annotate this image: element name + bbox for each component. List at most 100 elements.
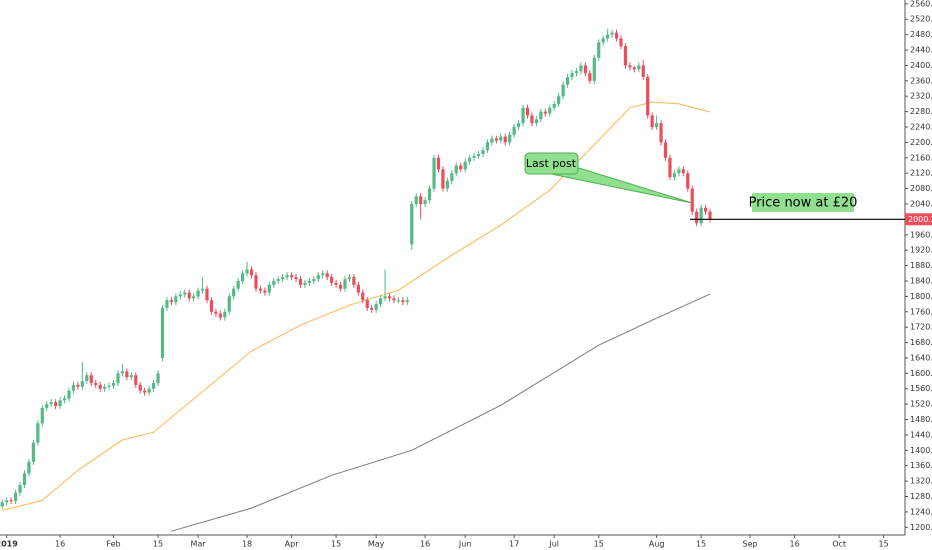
y-tick-label: 1720.0: [910, 323, 932, 332]
annotation: Price now at £20: [749, 196, 858, 211]
y-tick-label: 2560.0: [910, 0, 932, 8]
y-tick-label: 1760.0: [910, 307, 932, 316]
y-tick-label: 1240.0: [910, 507, 932, 516]
candle-body: [31, 442, 35, 462]
x-tick-label: 15: [696, 540, 706, 549]
candle-body: [134, 375, 138, 385]
candle-body: [98, 384, 102, 389]
candle-body: [432, 157, 436, 189]
x-tick-label: Jun: [458, 540, 472, 549]
y-tick-label: 1400.0: [910, 446, 932, 455]
candle-body: [27, 461, 31, 474]
x-tick-label: Jul: [548, 540, 559, 549]
candle-body: [583, 65, 587, 74]
candle-body: [232, 288, 236, 297]
candle-body: [71, 384, 76, 391]
candle-body: [570, 73, 574, 77]
candle-body: [200, 288, 205, 291]
candle-body: [530, 115, 534, 124]
candle-body: [592, 57, 596, 81]
y-tick-label: 1200.0: [910, 523, 932, 532]
candle-body: [499, 136, 503, 141]
candle-body: [40, 407, 44, 424]
candle-body: [481, 150, 485, 154]
candle-body: [334, 282, 338, 285]
y-tick-label: 1640.0: [910, 353, 932, 362]
candle-body: [330, 277, 334, 283]
candle-body: [610, 32, 614, 35]
candle-body: [49, 402, 53, 405]
candle-body: [178, 294, 182, 297]
candle-body: [321, 273, 325, 276]
candle-body: [370, 307, 374, 310]
candle-body: [641, 65, 645, 77]
candle-body: [365, 300, 369, 308]
candle-body: [352, 277, 356, 285]
candle-body: [552, 103, 556, 108]
y-tick-label: 2120.0: [910, 169, 932, 178]
candle-body: [401, 300, 405, 303]
x-tick-label: 16: [55, 540, 65, 549]
candle-body: [62, 398, 67, 401]
candle-body: [672, 173, 677, 178]
candle-body: [419, 196, 423, 204]
x-tick-label: Aug: [649, 540, 665, 549]
candle-body: [111, 382, 116, 386]
candle-body: [619, 38, 623, 47]
x-tick-label: 17: [509, 540, 519, 549]
candle-body: [343, 279, 347, 289]
candle-body: [13, 492, 18, 502]
moving-average: [171, 293, 711, 532]
candle-body: [263, 290, 267, 293]
annotations: Last post Price now at £20: [524, 152, 858, 212]
candle-body: [588, 73, 592, 81]
candle-body: [316, 275, 320, 280]
candle-body: [427, 188, 432, 201]
candle-body: [347, 277, 352, 280]
candle-body: [663, 142, 668, 158]
candle-body: [623, 46, 628, 66]
candle-body: [218, 313, 222, 318]
y-tick-label: 1560.0: [910, 384, 932, 393]
y-tick-label: 2400.0: [910, 61, 932, 70]
candle-body: [472, 155, 476, 158]
annotation: Last post: [526, 157, 577, 170]
candle-body: [22, 473, 27, 485]
candle-body: [695, 211, 699, 224]
candle-body: [405, 300, 409, 303]
candle-body: [298, 279, 303, 285]
candle-body: [543, 111, 547, 114]
candle-body: [468, 157, 472, 162]
y-tick-label: 1360.0: [910, 461, 932, 470]
candle-body: [392, 298, 396, 301]
candle-body: [441, 169, 445, 189]
candle-body: [116, 373, 120, 383]
x-tick-label: 15: [331, 540, 341, 549]
candle-body: [517, 123, 521, 128]
candle-body: [632, 67, 636, 70]
candle-body: [147, 388, 151, 393]
candle-body: [508, 134, 512, 143]
candle-body: [289, 275, 294, 278]
candle-body: [601, 38, 605, 43]
candle-body: [650, 115, 654, 128]
label-box: [752, 193, 854, 212]
y-tick-label: 2520.0: [910, 15, 932, 24]
candle-body: [356, 284, 360, 293]
x-tick-label: Oct: [832, 540, 846, 549]
y-tick-label: 1920.0: [910, 246, 932, 255]
candle-body: [107, 385, 111, 387]
candle-body: [151, 382, 156, 389]
candle-body: [668, 157, 672, 178]
candle-body: [708, 211, 712, 220]
candle-body: [58, 400, 62, 407]
candle-body: [241, 273, 245, 281]
candle-body: [655, 123, 659, 128]
candle-body: [76, 384, 80, 387]
y-tick-label: 2320.0: [910, 92, 932, 101]
x-tick-label: 16: [420, 540, 430, 549]
candle-body: [36, 423, 40, 443]
candle-body: [512, 127, 516, 135]
